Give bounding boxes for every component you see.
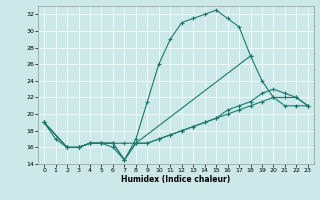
X-axis label: Humidex (Indice chaleur): Humidex (Indice chaleur) <box>121 175 231 184</box>
